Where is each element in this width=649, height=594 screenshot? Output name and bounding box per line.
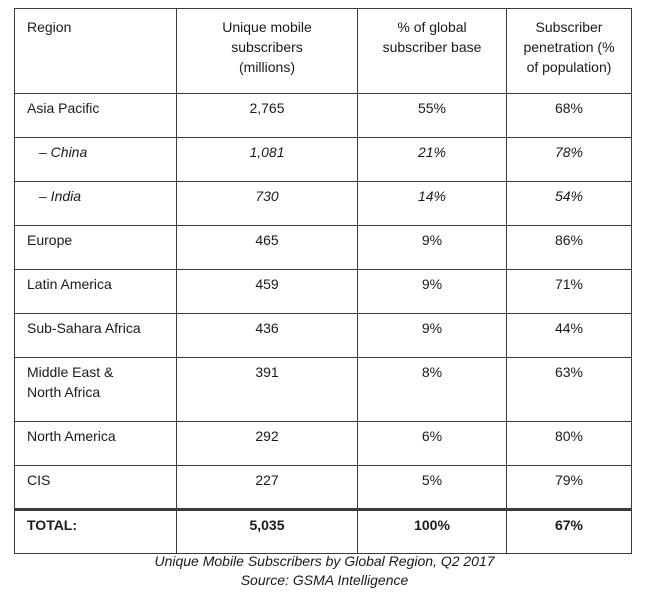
cell-subscribers: 1,081 <box>176 137 358 182</box>
cell-share: 9% <box>357 225 507 270</box>
cell-penetration: 44% <box>506 313 632 358</box>
subscribers-table-container: Region Unique mobile subscribers (millio… <box>14 8 632 554</box>
header-subscribers-line1: Unique mobile <box>222 19 312 35</box>
cell-region: Asia Pacific <box>14 93 177 138</box>
cell-subscribers: 465 <box>176 225 358 270</box>
table-row: Sub-Sahara Africa 436 9% 44% <box>14 313 632 358</box>
cell-penetration: 80% <box>506 421 632 466</box>
cell-share: 55% <box>357 93 507 138</box>
cell-penetration: 79% <box>506 465 632 510</box>
cell-region: Latin America <box>14 269 177 314</box>
cell-region: Middle East & North Africa <box>14 357 177 422</box>
header-penetration: Subscriber penetration (% of population) <box>506 8 632 94</box>
total-penetration: 67% <box>506 508 632 554</box>
cell-penetration: 63% <box>506 357 632 422</box>
cell-region-line2: North Africa <box>27 384 101 400</box>
table-row: North America 292 6% 80% <box>14 421 632 466</box>
table-caption-title: Unique Mobile Subscribers by Global Regi… <box>154 553 495 569</box>
cell-subscribers: 391 <box>176 357 358 422</box>
header-share-line2: subscriber base <box>382 39 482 55</box>
cell-share: 21% <box>357 137 507 182</box>
table-row: – China 1,081 21% 78% <box>14 137 632 182</box>
cell-share: 5% <box>357 465 507 510</box>
header-region-label: Region <box>27 19 72 35</box>
total-subscribers: 5,035 <box>176 508 358 554</box>
cell-region: North America <box>14 421 177 466</box>
cell-region: Europe <box>14 225 177 270</box>
cell-share: 9% <box>357 269 507 314</box>
header-region: Region <box>14 8 177 94</box>
header-subscribers: Unique mobile subscribers (millions) <box>176 8 358 94</box>
cell-penetration: 78% <box>506 137 632 182</box>
cell-region-line1: Middle East & <box>27 364 114 380</box>
cell-subscribers: 730 <box>176 181 358 226</box>
cell-share: 6% <box>357 421 507 466</box>
header-share-line1: % of global <box>397 19 467 35</box>
total-label: TOTAL: <box>14 508 177 554</box>
header-subscribers-line3: (millions) <box>239 59 295 75</box>
table-row: Middle East & North Africa 391 8% 63% <box>14 357 632 422</box>
table-row: Asia Pacific 2,765 55% 68% <box>14 93 632 138</box>
cell-share: 9% <box>357 313 507 358</box>
header-subscribers-line2: subscribers <box>231 39 303 55</box>
subscribers-table: Region Unique mobile subscribers (millio… <box>14 8 632 554</box>
table-total-row: TOTAL: 5,035 100% 67% <box>14 508 632 554</box>
table-caption-source: Source: GSMA Intelligence <box>240 572 409 588</box>
table-header-row: Region Unique mobile subscribers (millio… <box>14 8 632 94</box>
cell-penetration: 71% <box>506 269 632 314</box>
header-penetration-line2: penetration (% <box>523 39 615 55</box>
cell-share: 8% <box>357 357 507 422</box>
header-global-share: % of global subscriber base <box>357 8 507 94</box>
total-share: 100% <box>357 508 507 554</box>
header-penetration-line3: of population) <box>526 59 612 75</box>
cell-subscribers: 436 <box>176 313 358 358</box>
table-row: CIS 227 5% 79% <box>14 465 632 510</box>
cell-region: – India <box>14 181 177 226</box>
cell-penetration: 68% <box>506 93 632 138</box>
cell-subscribers: 292 <box>176 421 358 466</box>
table-row: Latin America 459 9% 71% <box>14 269 632 314</box>
cell-subscribers: 2,765 <box>176 93 358 138</box>
cell-penetration: 54% <box>506 181 632 226</box>
cell-region: Sub-Sahara Africa <box>14 313 177 358</box>
header-penetration-line1: Subscriber <box>535 19 603 35</box>
cell-subscribers: 227 <box>176 465 358 510</box>
cell-region: CIS <box>14 465 177 510</box>
table-row: Europe 465 9% 86% <box>14 225 632 270</box>
cell-penetration: 86% <box>506 225 632 270</box>
cell-region: – China <box>14 137 177 182</box>
table-row: – India 730 14% 54% <box>14 181 632 226</box>
cell-share: 14% <box>357 181 507 226</box>
cell-subscribers: 459 <box>176 269 358 314</box>
